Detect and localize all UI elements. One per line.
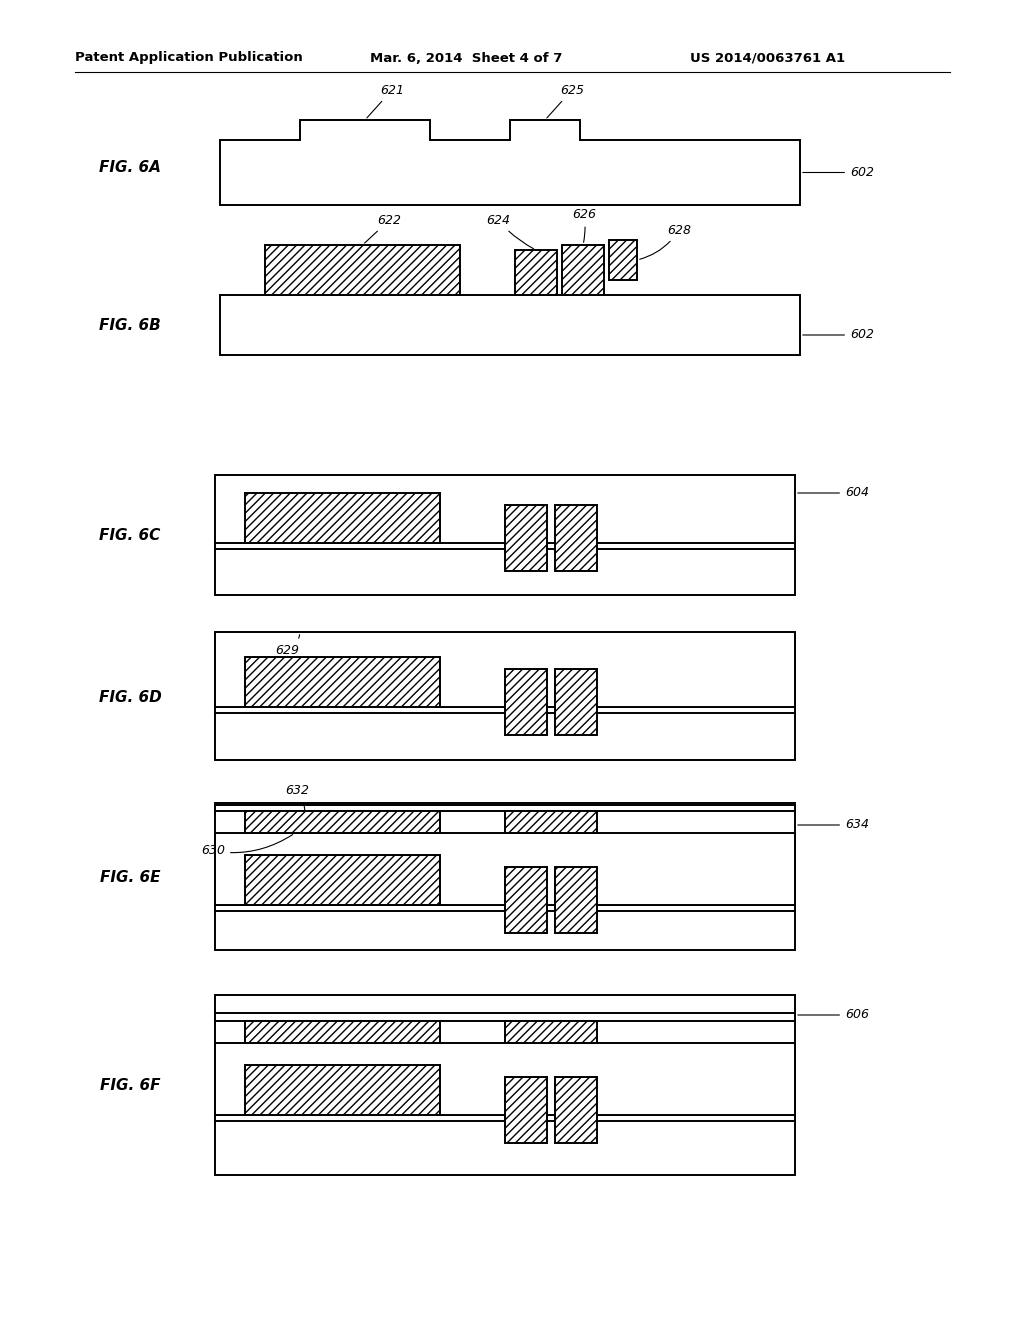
Text: 625: 625 [547,83,584,117]
Bar [215,475,795,595]
Text: 624: 624 [486,214,534,248]
Polygon shape [215,833,795,906]
Text: US 2014/0063761 A1: US 2014/0063761 A1 [690,51,845,65]
Text: 621: 621 [367,83,404,117]
Bar [505,1020,597,1043]
Text: FIG. 6D: FIG. 6D [98,690,162,705]
Text: 622: 622 [365,214,401,243]
Bar [505,810,597,833]
Text: 604: 604 [798,487,869,499]
Bar [245,657,440,708]
Bar [215,805,795,950]
Bar [505,506,547,572]
Text: 630: 630 [201,834,293,858]
Text: FIG. 6A: FIG. 6A [99,160,161,176]
Bar [265,246,460,294]
Text: Mar. 6, 2014  Sheet 4 of 7: Mar. 6, 2014 Sheet 4 of 7 [370,51,562,65]
Bar [245,855,440,906]
Text: FIG. 6B: FIG. 6B [99,318,161,333]
Text: 634: 634 [798,818,869,832]
Text: Patent Application Publication: Patent Application Publication [75,51,303,65]
Text: 602: 602 [803,329,874,342]
Bar [220,294,800,355]
Bar [555,1077,597,1143]
Bar [245,492,440,543]
Polygon shape [215,1043,795,1115]
Bar [505,1077,547,1143]
Bar [245,810,440,833]
Bar [505,867,547,933]
Bar [609,240,637,280]
Bar [562,246,604,294]
Text: FIG. 6C: FIG. 6C [99,528,161,543]
Bar [515,249,557,294]
Bar [245,1020,440,1043]
Text: FIG. 6E: FIG. 6E [99,870,160,884]
Polygon shape [220,120,800,205]
Bar [555,669,597,735]
Text: FIG. 6F: FIG. 6F [99,1077,160,1093]
Polygon shape [215,632,795,708]
Text: 606: 606 [798,1008,869,1022]
Bar [215,995,795,1175]
Text: 632: 632 [285,784,309,820]
Bar [505,669,547,735]
Text: 628: 628 [640,223,691,259]
Text: 629: 629 [275,635,300,656]
Text: 626: 626 [572,209,596,243]
Text: 602: 602 [803,166,874,180]
Bar [555,506,597,572]
Bar [245,1065,440,1115]
Bar [215,635,795,760]
Bar [555,867,597,933]
